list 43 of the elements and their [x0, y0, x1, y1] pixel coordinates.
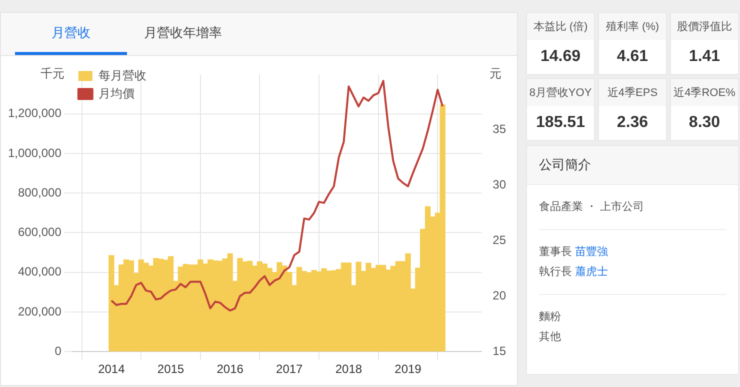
text: 董事長 苗豐強	[539, 245, 610, 260]
text: 8.30	[688, 114, 720, 131]
y-tick-label: 400,000	[18, 264, 62, 279]
y2-tick-label: 15	[492, 344, 506, 358]
category-label: 殖利率 (%)	[599, 13, 666, 40]
category-label: 8月營收YOY	[527, 79, 594, 106]
text: 4.61	[616, 48, 648, 65]
x-tick-label: 2015	[157, 362, 184, 376]
y2-tick-label: 20	[492, 288, 506, 302]
text: 公司簡介	[527, 146, 738, 185]
y2-tick-label: 25	[492, 232, 506, 247]
y2-tick-label: 35	[492, 122, 506, 136]
text: 食品產業 ・ 上市公司	[539, 200, 646, 215]
category-label: 近4季ROE%	[671, 79, 738, 106]
x-tick-label: 2018	[335, 362, 362, 376]
legend-label: 每月營收	[98, 68, 146, 82]
y-axis-title: 千元	[40, 66, 64, 81]
y-tick-label: 0	[54, 344, 62, 358]
y-tick-label: 1,200,000	[8, 106, 62, 120]
text: 執行長 蕭虎士	[539, 264, 610, 280]
legend-label: 月均價	[98, 86, 134, 100]
text: 2.36	[616, 114, 648, 131]
y-tick-label: 1,000,000	[8, 146, 62, 160]
x-tick-label: 2016	[216, 362, 244, 376]
x-tick-label: 2019	[394, 362, 422, 376]
y2-tick-label: 30	[492, 177, 506, 192]
x-tick-label: 2014	[98, 362, 126, 376]
y2-axis-title: 元	[490, 66, 502, 81]
y-tick-label: 200,000	[18, 304, 62, 318]
text: 1.41	[688, 48, 720, 65]
category-label: 本益比 (倍)	[527, 13, 594, 40]
text: 其他	[539, 330, 562, 345]
text: 月營收年增率	[143, 24, 223, 42]
text: 14.69	[540, 48, 581, 65]
text: 麵粉	[539, 310, 562, 325]
text: 185.51	[536, 114, 585, 131]
category-label: 近4季EPS	[599, 79, 666, 106]
x-tick-label: 2017	[276, 362, 304, 376]
y-tick-label: 800,000	[18, 185, 62, 200]
bar	[108, 255, 114, 352]
text: 月營收	[15, 13, 127, 55]
category-label: 股價淨值比	[671, 13, 738, 40]
y-tick-label: 600,000	[18, 225, 62, 240]
